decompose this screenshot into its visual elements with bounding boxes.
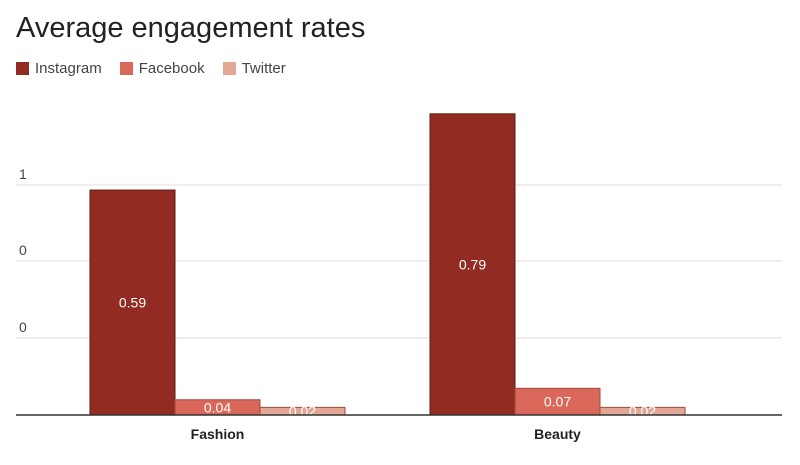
legend: Instagram Facebook Twitter: [16, 60, 286, 77]
data-label: 0.02: [289, 403, 316, 419]
data-label: 0.79: [459, 256, 486, 272]
legend-item-twitter[interactable]: Twitter: [222, 60, 286, 77]
legend-item-facebook[interactable]: Facebook: [119, 60, 205, 77]
data-label: 0.04: [204, 399, 231, 415]
legend-label-instagram: Instagram: [35, 60, 102, 77]
legend-label-facebook: Facebook: [138, 60, 205, 77]
legend-label-twitter: Twitter: [241, 60, 286, 77]
legend-swatch-instagram: [16, 62, 29, 75]
y-tick-labels: 1 0 0: [19, 166, 27, 335]
data-label: 0.07: [544, 394, 571, 410]
y-tick-label: 1: [19, 166, 27, 182]
y-tick-label: 0: [19, 242, 27, 258]
chart-title: Average engagement rates: [16, 12, 366, 44]
legend-swatch-twitter: [222, 62, 236, 75]
category-labels: Fashion Beauty: [191, 426, 581, 442]
x-category-label: Beauty: [534, 426, 581, 442]
legend-item-instagram[interactable]: Instagram: [16, 60, 102, 77]
bar-instagram-fashion[interactable]: [89, 189, 176, 416]
y-tick-label: 0: [19, 319, 27, 335]
legend-swatch-facebook: [119, 62, 133, 75]
bars: 0.59 0.04 0.02 0.79 0.07 0.02: [89, 113, 686, 419]
data-label: 0.02: [629, 403, 656, 419]
bar-instagram-beauty[interactable]: [429, 113, 516, 416]
data-label: 0.59: [119, 295, 146, 311]
x-category-label: Fashion: [191, 426, 245, 442]
